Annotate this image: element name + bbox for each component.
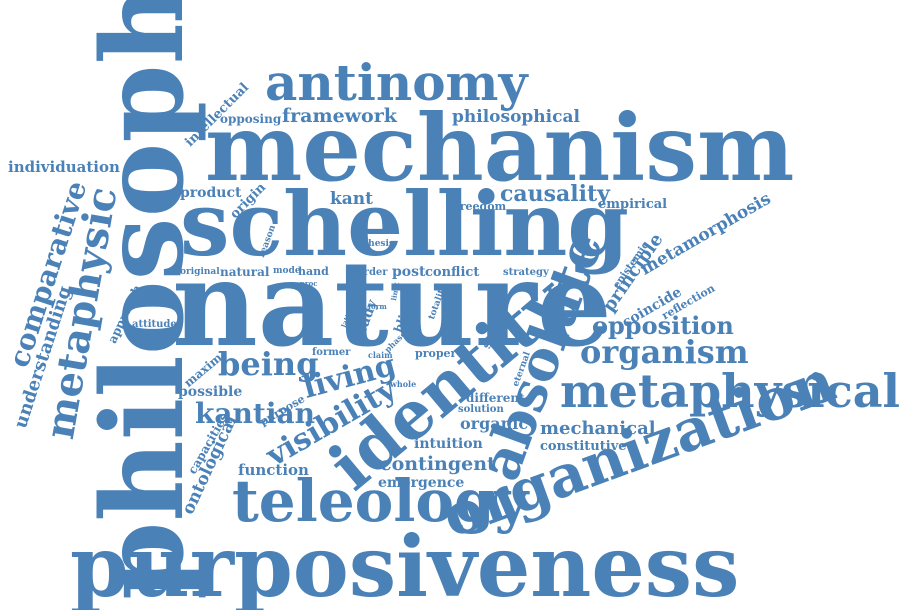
word-antinomy: antinomy xyxy=(265,53,528,112)
word-proc: proc xyxy=(300,279,318,288)
word-mechanical: mechanical xyxy=(540,418,656,439)
word-hand: hand xyxy=(298,265,329,278)
word-metaphysical: metaphysical xyxy=(560,364,900,418)
word-purposiveness: purposiveness xyxy=(70,517,740,610)
word-teleology: teleology xyxy=(232,467,529,535)
word-product: product xyxy=(180,185,242,201)
word-proper: proper xyxy=(415,347,457,360)
word-strategy: strategy xyxy=(503,267,549,278)
word-nature: nature xyxy=(172,234,612,373)
word-organic: organic xyxy=(460,414,529,433)
word-opposition: opposition xyxy=(592,311,734,340)
word-thesis: thesis xyxy=(364,239,394,249)
word-post: post xyxy=(392,264,426,280)
word-different: different xyxy=(466,391,525,405)
word-being: being xyxy=(218,345,319,383)
word-empirical: empirical xyxy=(598,197,668,212)
word-kantian: kantian xyxy=(195,397,315,430)
word-whole: whole xyxy=(390,379,417,389)
word-intuition: intuition xyxy=(414,436,483,452)
word-solution: solution xyxy=(458,404,504,415)
word-mechanism: mechanism xyxy=(205,94,795,202)
word-organism: organism xyxy=(580,333,749,371)
word-philosophical: philosophical xyxy=(452,107,580,127)
word-emergence: emergence xyxy=(378,475,465,491)
word-claim: claim xyxy=(368,350,393,360)
word-schelling: schelling xyxy=(180,172,629,276)
word-function: function xyxy=(238,461,309,479)
word-individuation: individuation xyxy=(8,158,120,176)
word-mode: mode xyxy=(273,266,301,276)
word-framework: framework xyxy=(282,105,397,127)
word-conflict: conflict xyxy=(425,265,480,280)
word-former: former xyxy=(312,347,351,358)
word-order: order xyxy=(357,267,388,278)
word-natural: natural xyxy=(220,265,270,279)
word-original: original xyxy=(180,267,220,277)
word-freedom: freedom xyxy=(455,200,507,213)
word-constitutive: constitutive xyxy=(540,439,627,454)
word-opposing: opposing xyxy=(220,112,282,126)
word-contingent: contingent xyxy=(380,453,496,475)
word-form: form xyxy=(368,302,387,311)
word-kant: kant xyxy=(330,189,374,209)
word-causality: causality xyxy=(500,181,610,207)
word-possible: possible xyxy=(178,384,243,400)
word-attitude: attitude xyxy=(132,319,177,330)
